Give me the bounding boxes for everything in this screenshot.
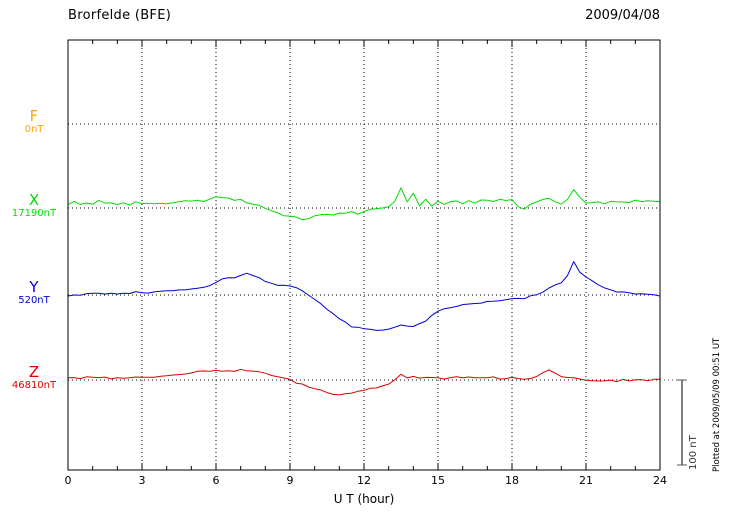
channel-name-Y: Y <box>29 278 39 296</box>
scale-bar-label: 100 nT <box>688 435 699 470</box>
channel-baseline-X: 17190nT <box>11 208 57 219</box>
channel-label-F: F 0nT <box>6 108 62 136</box>
x-tick-label-15: 15 <box>431 474 445 487</box>
trace-X <box>67 187 661 221</box>
x-tick-label-9: 9 <box>286 474 294 487</box>
channel-name-X: X <box>28 191 40 209</box>
plot-date: 2009/04/08 <box>585 8 660 23</box>
x-tick-label-6: 6 <box>212 474 220 487</box>
channel-name-Z: Z <box>28 363 40 381</box>
x-tick-label-0: 0 <box>64 474 72 487</box>
x-tick-label-12: 12 <box>357 474 371 487</box>
x-tick-label-3: 3 <box>138 474 146 487</box>
channel-label-Z: Z 46810nT <box>6 364 62 392</box>
trace-Y <box>67 261 661 331</box>
x-tick-label-24: 24 <box>653 474 667 487</box>
channel-label-Y: Y 520nT <box>6 279 62 307</box>
x-tick-label-18: 18 <box>505 474 519 487</box>
plotted-at-note: Plotted at 2009/05/09 00:51 UT <box>712 337 722 472</box>
channel-baseline-Z: 46810nT <box>11 380 57 391</box>
x-axis-title: U T (hour) <box>333 492 395 506</box>
station-title: Brorfelde (BFE) <box>68 8 172 23</box>
trace-Z <box>67 368 661 396</box>
channel-label-X: X 17190nT <box>6 192 62 220</box>
channel-name-F: F <box>29 107 39 125</box>
channel-baseline-F: 0nT <box>24 124 44 135</box>
channel-baseline-Y: 520nT <box>18 295 50 306</box>
plot-border <box>67 39 661 471</box>
x-tick-label-21: 21 <box>579 474 593 487</box>
